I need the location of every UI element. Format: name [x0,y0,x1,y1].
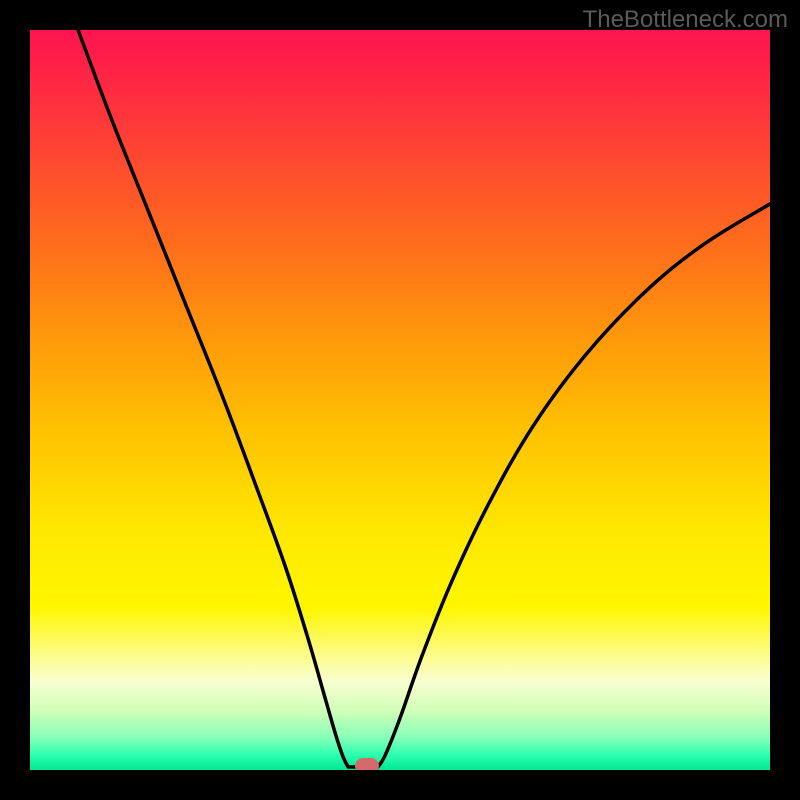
curve-svg [30,30,770,770]
plot-area [30,30,770,770]
optimum-marker [355,758,379,770]
watermark-text: TheBottleneck.com [583,6,788,34]
bottleneck-curve [78,30,770,767]
chart-container [0,0,800,800]
